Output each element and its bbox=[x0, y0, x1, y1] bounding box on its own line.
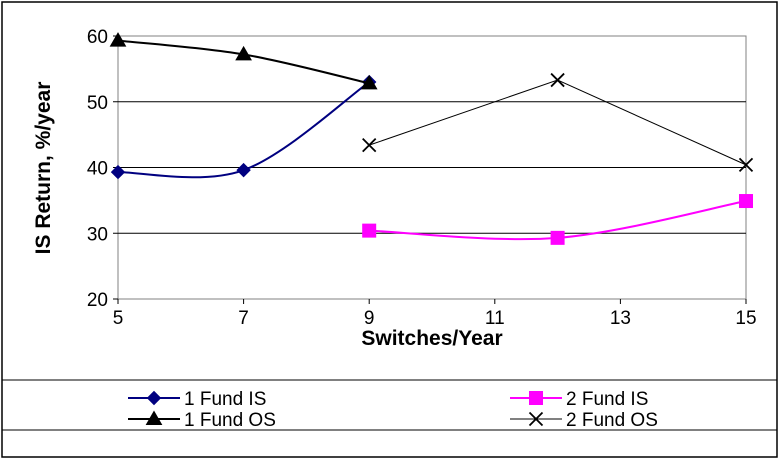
data-point bbox=[360, 74, 378, 90]
data-point bbox=[362, 138, 377, 153]
legend-label: 1 Fund IS bbox=[184, 389, 266, 410]
legend: 1 Fund IS1 Fund OS 2 Fund IS2 Fund OS bbox=[128, 389, 658, 431]
legend-marker bbox=[146, 390, 162, 406]
series-layer bbox=[109, 32, 754, 245]
series-1 bbox=[110, 74, 377, 180]
x-tick-label: 7 bbox=[238, 308, 249, 329]
x-axis-title: Switches/Year bbox=[361, 327, 502, 350]
y-axis-title: IS Return, %/year bbox=[32, 82, 55, 255]
series-2 bbox=[109, 32, 378, 90]
gridlines bbox=[118, 101, 746, 234]
series-4 bbox=[362, 72, 754, 173]
y-tick-label: 50 bbox=[87, 93, 108, 114]
x-tick-label: 9 bbox=[364, 308, 375, 329]
x-tick-label: 5 bbox=[113, 308, 124, 329]
legend-label: 1 Fund OS bbox=[184, 410, 276, 431]
legend-entry: 1 Fund OS bbox=[128, 410, 276, 431]
series-3 bbox=[362, 194, 753, 245]
legend-label: 2 Fund OS bbox=[566, 410, 658, 431]
y-tick-label: 40 bbox=[87, 159, 108, 180]
data-point bbox=[235, 45, 252, 61]
data-point bbox=[110, 164, 126, 180]
data-point bbox=[109, 32, 127, 47]
legend-marker bbox=[145, 410, 163, 425]
data-point bbox=[550, 230, 565, 245]
data-point bbox=[362, 223, 377, 238]
y-tick-label: 20 bbox=[87, 290, 108, 311]
data-point bbox=[550, 72, 565, 88]
x-tick-label: 15 bbox=[735, 308, 756, 329]
y-axis-ticks: 20 30 40 50 60 bbox=[87, 27, 118, 311]
data-point bbox=[738, 157, 754, 173]
y-tick-label: 30 bbox=[87, 224, 108, 245]
x-tick-label: 13 bbox=[610, 308, 631, 329]
x-tick-label: 11 bbox=[485, 308, 505, 329]
legend-marker bbox=[529, 391, 543, 405]
legend-marker bbox=[528, 411, 544, 427]
legend-entry: 1 Fund IS bbox=[128, 389, 266, 410]
legend-entry: 2 Fund IS bbox=[510, 389, 648, 410]
data-point bbox=[236, 162, 251, 178]
legend-label: 2 Fund IS bbox=[566, 389, 648, 410]
legend-entry: 2 Fund OS bbox=[510, 410, 658, 431]
data-point bbox=[739, 194, 753, 209]
y-tick-label: 60 bbox=[87, 27, 108, 48]
x-axis-ticks: 5 7 9 11 13 15 bbox=[113, 299, 757, 329]
